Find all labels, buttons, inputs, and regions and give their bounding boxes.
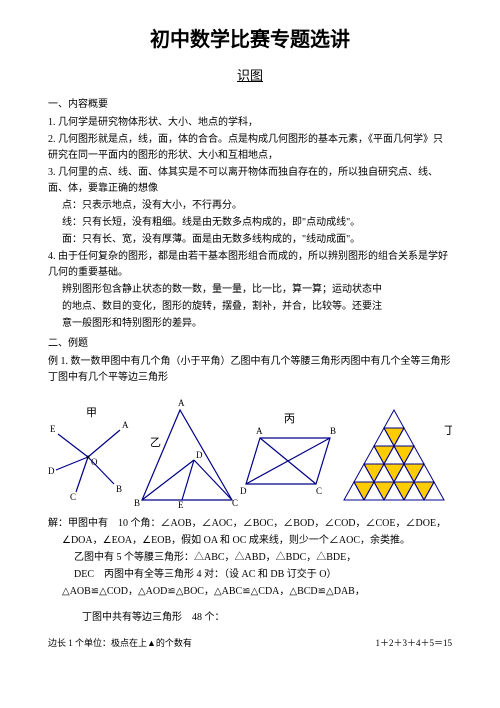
answer-line-7a: 边长 1 个单位：极点在上▲的个数有 [48, 636, 192, 650]
label-jia: 甲 [86, 407, 97, 419]
svg-text:A: A [178, 398, 185, 408]
label-A: A [122, 420, 129, 430]
answer-line-7b: 1＋2＋3＋4＋5＝15 [375, 636, 452, 650]
para-1: 1. 几何学是研究物体形状、大小、地点的学科， [48, 115, 452, 131]
label-O: O [91, 457, 98, 467]
para-4: 4. 由于任何复杂的图形，都是由若干基本图形组合而成的，所以辨别图形的组合关系是… [48, 249, 452, 281]
svg-text:D: D [240, 486, 247, 496]
figures-svg: O A E D C B 甲 A B C D E [48, 392, 452, 512]
label-yi: 乙 [150, 436, 161, 449]
label-E: E [50, 424, 56, 434]
answer-line-6: 丁图中共有等边三角形 48 个： [48, 610, 452, 626]
svg-text:B: B [134, 498, 140, 508]
para-4a: 辨别图形包含静止状态的数一数，量一量，比一比，算一算；运动状态中 [48, 282, 452, 298]
figure-row: O A E D C B 甲 A B C D E [48, 392, 452, 512]
answer-line-5: △AOB≌△COD，△AOD≌△BOC，△ABC≌△CDA，△BCD≌△DAB， [48, 584, 452, 600]
figure-ding: 丁 [344, 410, 452, 500]
figure-yi: A B C D E 乙 [134, 398, 238, 510]
para-3: 3. 几何里的点、线、面、体其实是不可以离开物体而独自存在的，所以独自研究点、线… [48, 165, 452, 197]
answer-line-3: 乙图中有 5 个等腰三角形：△ABC，△ABD，△BDC，△BDE， [48, 550, 452, 566]
label-bing: 丙 [284, 413, 295, 425]
svg-text:D: D [196, 450, 203, 460]
svg-text:E: E [178, 500, 184, 510]
example-1: 例 1. 数一数甲图中有几个角（小于平角）乙图中有几个等腰三角形丙图中有几个全等… [48, 354, 452, 386]
svg-text:C: C [232, 498, 238, 508]
answer-line-4: DEC 丙图中有全等三角形 4 对：（设 AC 和 DB 订交于 O） [48, 567, 452, 583]
document-page: 初中数学比赛专题选讲 识图 一、内容概要 1. 几何学是研究物体形状、大小、地点… [0, 0, 500, 708]
label-B: B [116, 484, 122, 494]
para-4b: 的地点、数目的变化，图形的旋转，摆叠，割补，并合，比较等。还要注 [48, 299, 452, 315]
label-D: D [48, 466, 55, 476]
page-subtitle: 识图 [48, 66, 452, 87]
para-2: 2. 几何图形就是点，线，面，体的合合。点是构成几何图形的基本元素，《平面几何学… [48, 132, 452, 164]
label-ding: 丁 [444, 425, 452, 437]
answer-line-1: 解：甲图中有 10 个角：∠AOB，∠AOC，∠BOC，∠BOD，∠COD，∠C… [48, 516, 452, 532]
figure-bing: A B C D 丙 [240, 413, 336, 496]
section-1-heading: 一、内容概要 [48, 97, 452, 113]
section-2-heading: 二、例题 [48, 336, 452, 352]
answer-line-7: 边长 1 个单位：极点在上▲的个数有 1＋2＋3＋4＋5＝15 [48, 636, 452, 650]
para-3c: 面：只有长、宽，没有厚薄。面是由无数多线构成的，"线动成面"。 [48, 232, 452, 248]
label-C: C [70, 492, 76, 502]
svg-text:A: A [256, 426, 263, 436]
svg-text:C: C [316, 486, 322, 496]
para-3b: 线：只有长短，没有粗细。线是由无数多点构成的，即"点动成线"。 [48, 215, 452, 231]
page-title: 初中数学比赛专题选讲 [48, 24, 452, 56]
answer-line-2: ∠DOA，∠EOA，∠EOB，假如 OA 和 OC 成来线，则少一个∠AOC，余… [48, 533, 452, 549]
para-3a: 点：只表示地点，没有大小，不行再分。 [48, 198, 452, 214]
svg-text:B: B [330, 426, 336, 436]
figure-jia: O A E D C B 甲 [48, 407, 129, 502]
para-4c: 意一般图形和特别图形的差异。 [48, 316, 452, 332]
